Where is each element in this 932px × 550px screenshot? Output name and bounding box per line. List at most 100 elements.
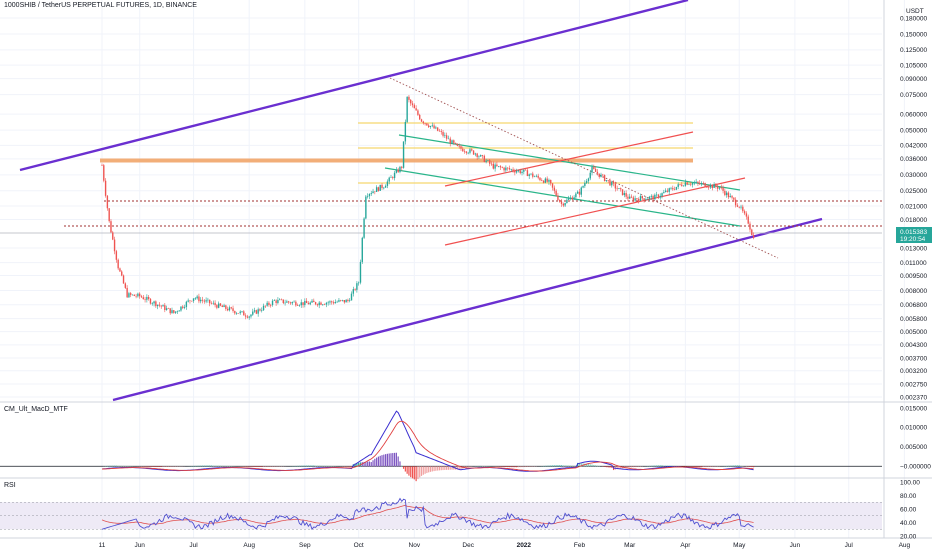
candle-body [483,155,486,163]
candle-body [749,223,751,230]
candle-body [121,271,123,276]
macd-histogram-bar [219,465,222,467]
time-tick-label: Sep [299,542,311,549]
candle-body [101,165,103,166]
candle-body [356,283,358,290]
candle-body [436,127,439,131]
candle-body [379,184,381,191]
axes: 0.180000 0.150000 0.125000 0.105000 0.090000… [99,15,932,549]
macd-histogram-bar [451,466,453,470]
macd-histogram-bar [553,465,555,467]
rsi-ma-line [101,504,754,525]
candle-body [718,187,721,189]
candle-body [295,301,297,306]
macd-histogram-bar [596,465,599,467]
candle-body [594,168,597,172]
candle-body [422,121,425,124]
candle-body [304,300,306,306]
macd-histogram-bar [711,466,713,467]
macd-histogram-bar [406,466,408,474]
macd-histogram-bar [218,465,220,467]
candle-body [681,184,683,186]
candle-body [270,304,272,306]
candle-body [517,170,520,172]
candle-body [262,305,265,311]
candle-body [514,171,516,173]
macd-histogram-bar [262,466,265,467]
candle-body [725,192,728,196]
price-tick-label: 0.025000 [900,188,927,195]
time-tick-label: Jul [845,542,854,549]
macd-histogram-bar [587,464,590,467]
candle-body [296,305,299,306]
candle-body [643,198,645,201]
rsi-line [101,497,754,531]
price-tick-label: 0.105000 [900,62,927,69]
macd-histogram-bar [514,466,516,468]
candle-body [528,174,530,177]
candle-body [259,309,261,311]
macd-histogram-bar [704,466,706,468]
candle-body [471,149,473,151]
macd-histogram-bar [250,466,252,467]
macd-histogram-bar [368,461,371,467]
candle-body [119,268,121,272]
candle-body [223,305,225,308]
price-tick-label: 0.002750 [900,381,927,388]
macd-histogram-bar [383,454,385,467]
candle-body [587,178,590,182]
candle-body [357,282,360,284]
candle-body [368,193,371,197]
macd-histogram-bar [422,466,424,475]
rsi-tick-label: 20.00 [900,533,917,540]
macd-histogram-bar [456,466,459,470]
candle-body [697,181,699,183]
candle-body [352,289,354,294]
macd-histogram-bar [654,465,656,467]
macd-histogram-bar [709,466,712,467]
rsi-pane-label: RSI [4,482,16,489]
macd-histogram-bar [634,466,636,468]
candle-body [449,138,451,144]
candle-body [413,105,416,109]
candle-body [736,205,739,207]
macd-histogram-bar [212,465,214,467]
price-tick-label: 0.150000 [900,31,927,38]
candle-body [532,173,534,177]
macd-histogram-bar [266,466,268,467]
macd-histogram-bar [729,465,731,467]
candle-body [747,216,749,224]
candle-body [359,261,362,283]
candle-body [232,308,234,312]
candle-body [611,181,613,186]
candle-body [508,168,511,170]
candle-body [523,169,525,172]
candle-body [442,131,444,136]
candle-body [176,311,179,313]
candle-body [625,193,627,197]
candle-body [510,169,512,170]
candle-body [162,305,164,307]
candle-body [634,198,636,201]
macd-histogram-bar [426,466,428,474]
candle-body [305,300,308,304]
candle-body [657,194,660,198]
time-tick-label: 2022 [517,542,532,549]
macd-histogram-bar [302,465,304,467]
candle-body [686,182,688,185]
time-tick-label: May [733,542,746,549]
candle-body [406,96,408,122]
macd-histogram-bar [201,465,204,467]
macd-histogram-bar [548,465,550,467]
candle-body [225,305,227,309]
candle-body [282,299,284,304]
macd-histogram-bar [557,465,559,467]
rsi-tick-label: 100.00 [900,479,920,486]
candle-body [435,127,437,129]
candle-body [277,299,279,304]
candle-body [713,184,715,188]
candle-body [668,188,670,192]
macd-histogram-bar [551,465,554,467]
macd-histogram-bar [419,466,421,478]
